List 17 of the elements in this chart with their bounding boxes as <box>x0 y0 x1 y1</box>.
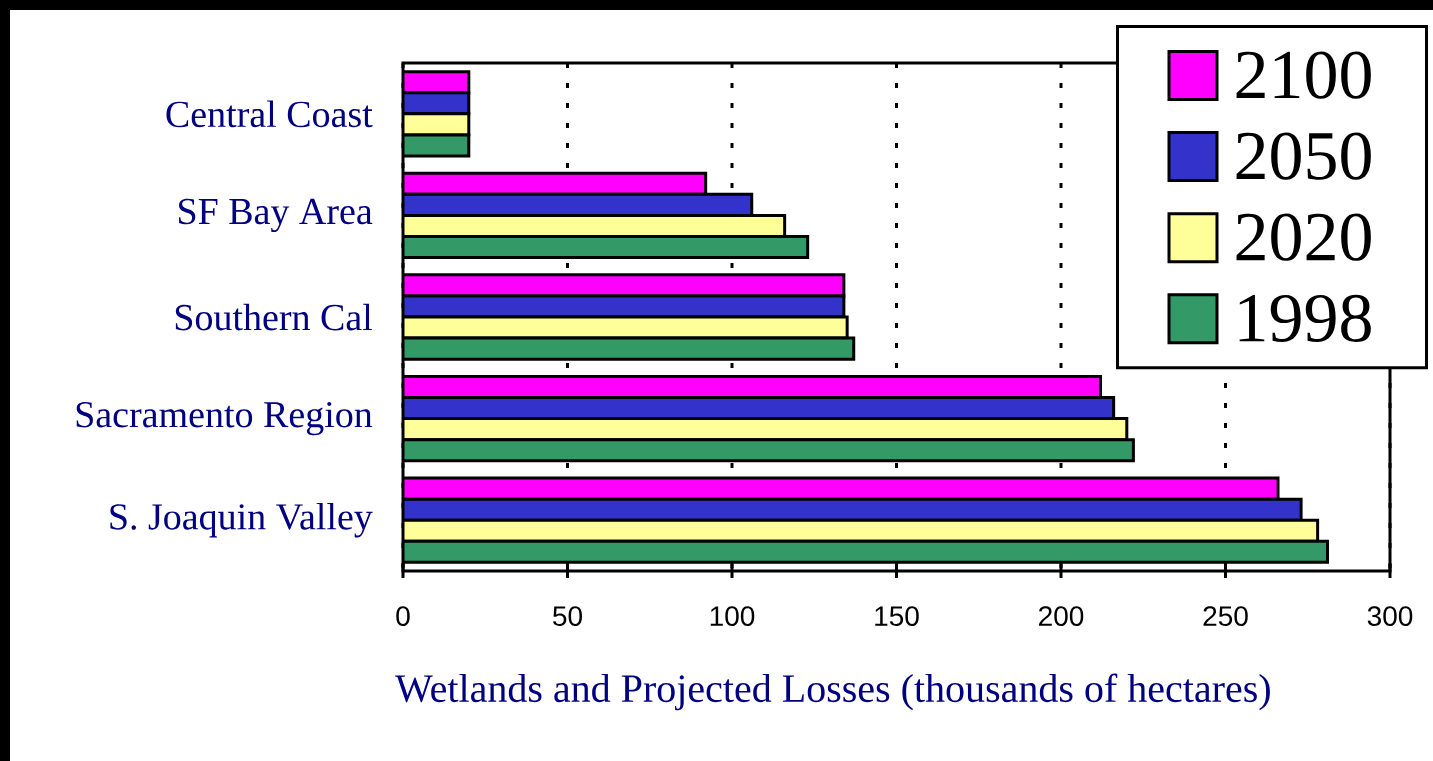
y-tick-label: Central Coast <box>166 100 373 128</box>
legend-label: 2050 <box>1236 132 1371 180</box>
x-tick-label: 250 <box>1203 606 1248 627</box>
y-tick-label: Southern Cal <box>175 303 373 331</box>
legend-label: 2020 <box>1236 213 1371 261</box>
x-tick-label: 50 <box>553 606 582 627</box>
legend-label: 1998 <box>1239 294 1371 342</box>
x-tick-label: 100 <box>710 606 755 627</box>
x-axis-title: Wetlands and Projected Losses (thousands of hectares) <box>395 673 1270 711</box>
y-tick-label: S. Joaquin Valley <box>110 502 373 538</box>
y-tick-label: SF Bay Area <box>179 198 373 233</box>
y-tick-label: Sacramento Region <box>76 401 373 436</box>
x-tick-label: 200 <box>1039 606 1084 627</box>
x-tick-label: 0 <box>396 606 410 627</box>
x-tick-label: 300 <box>1367 606 1413 627</box>
legend-label: 2100 <box>1236 51 1371 99</box>
x-tick-label: 150 <box>875 606 919 627</box>
